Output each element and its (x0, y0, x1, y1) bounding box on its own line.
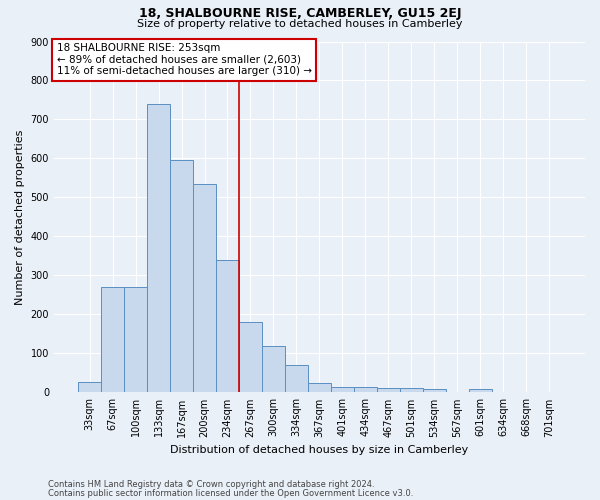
Bar (469, 388, 492, 392)
Text: 18, SHALBOURNE RISE, CAMBERLEY, GU15 2EJ: 18, SHALBOURNE RISE, CAMBERLEY, GU15 2EJ (139, 8, 461, 20)
Bar (239, 322, 262, 392)
Bar (101, 287, 124, 393)
Bar (331, 386, 354, 392)
Bar (400, 388, 423, 392)
Bar (216, 260, 239, 392)
Bar (354, 386, 377, 392)
Text: Size of property relative to detached houses in Camberley: Size of property relative to detached ho… (137, 19, 463, 29)
Bar (262, 346, 285, 393)
Bar (147, 104, 170, 393)
Text: Contains HM Land Registry data © Crown copyright and database right 2024.: Contains HM Land Registry data © Crown c… (48, 480, 374, 489)
Text: 18 SHALBOURNE RISE: 253sqm
← 89% of detached houses are smaller (2,603)
11% of s: 18 SHALBOURNE RISE: 253sqm ← 89% of deta… (56, 44, 311, 76)
Bar (308, 382, 331, 392)
Y-axis label: Number of detached properties: Number of detached properties (15, 130, 25, 304)
Bar (423, 388, 446, 392)
Bar (124, 287, 147, 393)
Bar (285, 365, 308, 392)
X-axis label: Distribution of detached houses by size in Camberley: Distribution of detached houses by size … (170, 445, 469, 455)
Bar (78, 382, 101, 392)
Bar (193, 184, 216, 392)
Bar (170, 160, 193, 392)
Text: Contains public sector information licensed under the Open Government Licence v3: Contains public sector information licen… (48, 488, 413, 498)
Bar (377, 388, 400, 392)
